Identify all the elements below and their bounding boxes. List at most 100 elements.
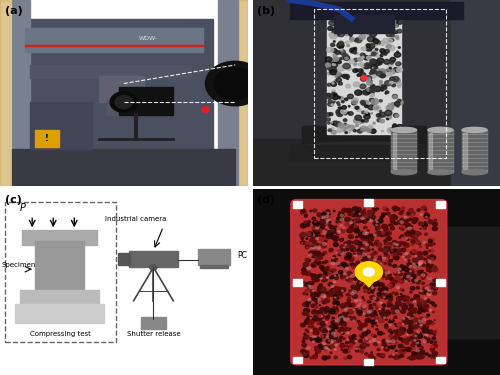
Circle shape: [358, 233, 364, 237]
Circle shape: [322, 231, 326, 234]
Circle shape: [412, 319, 417, 322]
Circle shape: [376, 41, 379, 43]
Bar: [30, 102, 92, 148]
Circle shape: [316, 230, 318, 231]
Circle shape: [349, 258, 354, 261]
Circle shape: [328, 346, 331, 348]
Circle shape: [386, 243, 389, 245]
Circle shape: [347, 45, 350, 46]
Circle shape: [371, 102, 376, 106]
Circle shape: [362, 220, 367, 223]
Circle shape: [373, 122, 376, 124]
Circle shape: [420, 324, 422, 326]
Circle shape: [354, 20, 358, 23]
Circle shape: [400, 346, 402, 347]
Circle shape: [306, 246, 309, 249]
Bar: [292, 279, 302, 285]
Circle shape: [332, 20, 336, 22]
Circle shape: [388, 261, 390, 262]
Circle shape: [317, 337, 318, 338]
Circle shape: [362, 296, 363, 297]
Circle shape: [323, 329, 328, 333]
Circle shape: [385, 327, 388, 328]
Circle shape: [336, 24, 341, 28]
Circle shape: [356, 69, 359, 71]
Circle shape: [409, 272, 410, 273]
Circle shape: [311, 326, 312, 328]
Circle shape: [318, 274, 322, 278]
Circle shape: [334, 301, 340, 305]
Bar: [436, 201, 445, 208]
Circle shape: [363, 273, 368, 277]
Circle shape: [370, 84, 374, 86]
Circle shape: [362, 342, 366, 346]
Circle shape: [312, 355, 318, 359]
Circle shape: [393, 243, 398, 246]
Circle shape: [318, 314, 322, 317]
Circle shape: [332, 123, 334, 125]
Circle shape: [385, 233, 389, 236]
Circle shape: [342, 316, 344, 318]
Circle shape: [301, 350, 306, 353]
Circle shape: [344, 328, 350, 332]
Circle shape: [414, 274, 417, 276]
Circle shape: [322, 279, 326, 282]
Circle shape: [333, 309, 338, 313]
Circle shape: [394, 81, 396, 82]
Circle shape: [424, 213, 428, 215]
Circle shape: [337, 60, 341, 64]
Circle shape: [354, 24, 361, 30]
Circle shape: [406, 212, 410, 215]
Circle shape: [329, 112, 333, 116]
Circle shape: [352, 21, 358, 26]
Circle shape: [387, 294, 391, 298]
Circle shape: [357, 310, 362, 314]
Circle shape: [401, 207, 405, 210]
Circle shape: [418, 222, 423, 225]
Circle shape: [394, 251, 396, 253]
Circle shape: [338, 213, 344, 217]
Circle shape: [412, 352, 418, 356]
Circle shape: [333, 281, 336, 283]
Circle shape: [411, 240, 415, 243]
Circle shape: [402, 320, 406, 323]
Circle shape: [355, 309, 358, 311]
Circle shape: [338, 41, 344, 45]
Circle shape: [363, 255, 365, 256]
Circle shape: [328, 313, 330, 314]
Circle shape: [310, 290, 312, 292]
Circle shape: [363, 278, 369, 282]
Circle shape: [396, 208, 400, 210]
Circle shape: [366, 232, 368, 234]
Circle shape: [364, 54, 365, 55]
Circle shape: [336, 102, 340, 104]
Circle shape: [394, 102, 400, 106]
Circle shape: [348, 356, 350, 358]
Circle shape: [317, 222, 320, 225]
Circle shape: [354, 240, 360, 244]
Circle shape: [368, 105, 374, 110]
Circle shape: [344, 22, 346, 24]
Circle shape: [302, 352, 306, 356]
Circle shape: [344, 112, 347, 115]
Circle shape: [416, 342, 419, 344]
Circle shape: [330, 345, 334, 348]
Circle shape: [306, 331, 308, 332]
Circle shape: [362, 100, 369, 106]
Circle shape: [410, 328, 412, 329]
Circle shape: [371, 314, 372, 315]
Circle shape: [364, 236, 368, 238]
Circle shape: [372, 217, 374, 219]
Circle shape: [340, 304, 346, 308]
Circle shape: [346, 84, 350, 88]
Circle shape: [310, 357, 312, 359]
Circle shape: [310, 274, 314, 276]
Circle shape: [340, 238, 344, 241]
Circle shape: [306, 301, 310, 304]
Circle shape: [380, 70, 386, 75]
Circle shape: [424, 328, 428, 332]
Circle shape: [372, 28, 375, 31]
Circle shape: [360, 72, 366, 77]
Circle shape: [434, 266, 436, 267]
Circle shape: [394, 68, 398, 70]
